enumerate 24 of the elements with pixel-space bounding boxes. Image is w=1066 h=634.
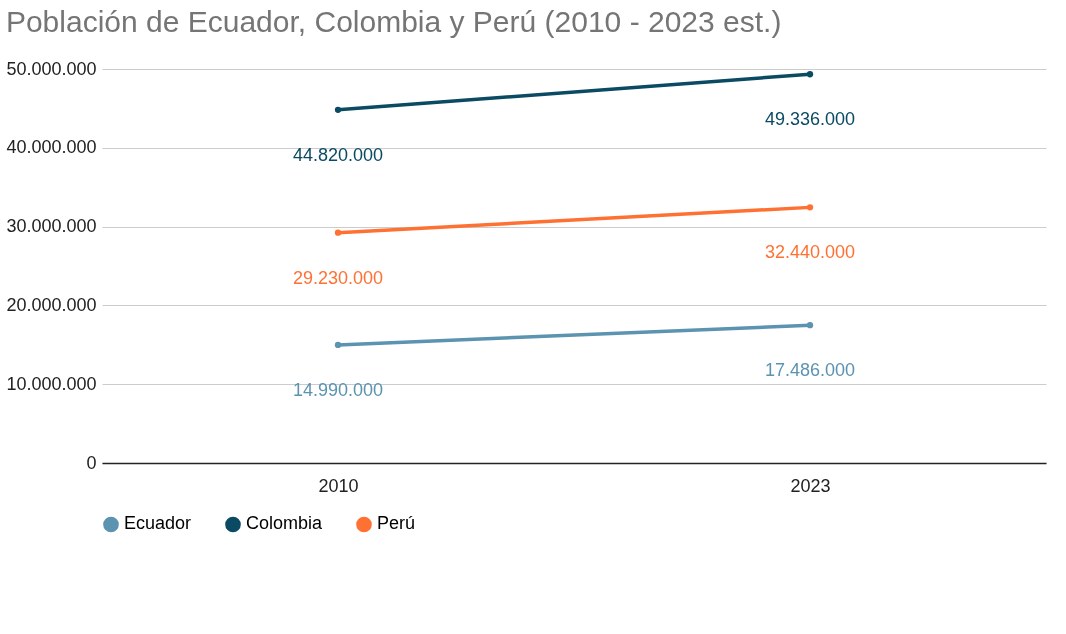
x-tick-label: 2010 [318, 475, 359, 496]
y-tick-label: 50.000.000 [6, 58, 97, 79]
point [334, 106, 342, 113]
point [806, 71, 814, 78]
data-label: 44.820.000 [292, 144, 384, 165]
y-tick-label: 20.000.000 [6, 294, 97, 315]
y-tick-label: 0 [86, 452, 97, 473]
data-label: 49.336.000 [764, 109, 856, 130]
y-tick-label: 10.000.000 [6, 373, 97, 394]
x-tick-label: 2023 [790, 475, 831, 496]
point [334, 229, 342, 236]
point [806, 204, 814, 211]
data-label: 14.990.000 [292, 379, 384, 400]
data-label: 17.486.000 [764, 360, 856, 381]
y-tick-label: 40.000.000 [6, 137, 97, 158]
legend-label: Perú [377, 513, 416, 534]
point [806, 322, 814, 329]
chart-title: Población de Ecuador, Colombia y Perú (2010 - 2023 est.) [5, 5, 782, 38]
point [334, 341, 342, 349]
y-tick-label: 30.000.000 [6, 216, 97, 237]
legend-label: Ecuador [124, 513, 192, 534]
data-label: 29.230.000 [292, 267, 384, 288]
data-label: 32.440.000 [764, 242, 856, 263]
legend-label: Colombia [246, 513, 324, 534]
